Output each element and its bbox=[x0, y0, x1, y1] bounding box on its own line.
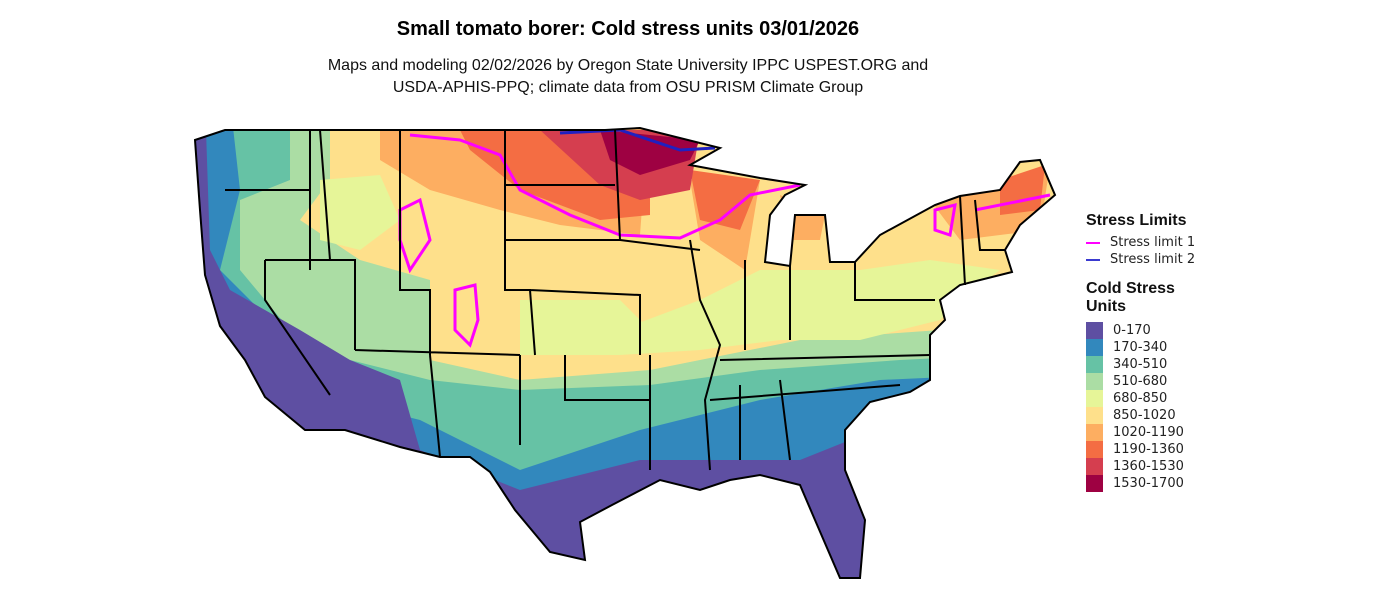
legend-bin: 170-340 bbox=[1086, 339, 1195, 356]
bin-swatch bbox=[1086, 458, 1103, 475]
legend-bin: 0-170 bbox=[1086, 322, 1195, 339]
legend-bin: 680-850 bbox=[1086, 390, 1195, 407]
legend-title-line-2: Units bbox=[1086, 298, 1126, 315]
legend: Stress Limits Stress limit 1 Stress limi… bbox=[1086, 212, 1195, 492]
subtitle-line-1: Maps and modeling 02/02/2026 by Oregon S… bbox=[327, 57, 929, 74]
bin-swatch bbox=[1086, 373, 1103, 390]
bin-label: 1190-1360 bbox=[1113, 442, 1184, 457]
bin-swatch bbox=[1086, 322, 1103, 339]
bin-swatch bbox=[1086, 407, 1103, 424]
subtitle-line-2: USDA-APHIS-PPQ; climate data from OSU PR… bbox=[392, 79, 864, 96]
legend-bin: 1020-1190 bbox=[1086, 424, 1195, 441]
legend-label: Stress limit 1 bbox=[1110, 235, 1196, 250]
legend-bin: 1190-1360 bbox=[1086, 441, 1195, 458]
bin-swatch bbox=[1086, 424, 1103, 441]
state-boundaries bbox=[194, 127, 1056, 579]
us-map bbox=[194, 127, 1056, 579]
bin-label: 1020-1190 bbox=[1113, 425, 1184, 440]
bin-swatch bbox=[1086, 356, 1103, 373]
cold-stress-bins: 0-170 170-340 340-510 510-680 680-850 850-102… bbox=[1086, 322, 1195, 492]
legend-bin: 1530-1700 bbox=[1086, 475, 1195, 492]
bin-label: 510-680 bbox=[1113, 374, 1168, 389]
bin-label: 1530-1700 bbox=[1113, 476, 1184, 491]
map-subtitle: Maps and modeling 02/02/2026 by Oregon S… bbox=[0, 55, 1256, 99]
map-title: Small tomato borer: Cold stress units 03… bbox=[396, 18, 860, 40]
cold-stress-legend-title: Cold Stress Units bbox=[1086, 280, 1195, 316]
bin-label: 850-1020 bbox=[1113, 408, 1176, 423]
bin-label: 170-340 bbox=[1113, 340, 1168, 355]
bin-label: 0-170 bbox=[1113, 323, 1151, 338]
bin-label: 1360-1530 bbox=[1113, 459, 1184, 474]
legend-bin: 850-1020 bbox=[1086, 407, 1195, 424]
cold-stress-raster bbox=[195, 128, 1055, 578]
bin-swatch bbox=[1086, 441, 1103, 458]
bin-label: 340-510 bbox=[1113, 357, 1168, 372]
stress-limit-2-line bbox=[559, 128, 716, 152]
legend-title-line-1: Cold Stress bbox=[1086, 280, 1175, 297]
bin-swatch bbox=[1086, 475, 1103, 492]
legend-bin: 340-510 bbox=[1086, 356, 1195, 373]
bin-swatch bbox=[1086, 339, 1103, 356]
stress-limits-legend-title: Stress Limits bbox=[1086, 212, 1187, 229]
legend-label: Stress limit 2 bbox=[1110, 252, 1196, 267]
legend-bin: 510-680 bbox=[1086, 373, 1195, 390]
bin-label: 680-850 bbox=[1113, 391, 1168, 406]
legend-bin: 1360-1530 bbox=[1086, 458, 1195, 475]
legend-stress-limit-2: Stress limit 2 bbox=[1086, 251, 1195, 268]
stress-limit-2-swatch bbox=[1086, 258, 1100, 261]
stress-limit-1-swatch bbox=[1086, 241, 1100, 244]
legend-stress-limit-1: Stress limit 1 bbox=[1086, 234, 1195, 251]
bin-swatch bbox=[1086, 390, 1103, 407]
